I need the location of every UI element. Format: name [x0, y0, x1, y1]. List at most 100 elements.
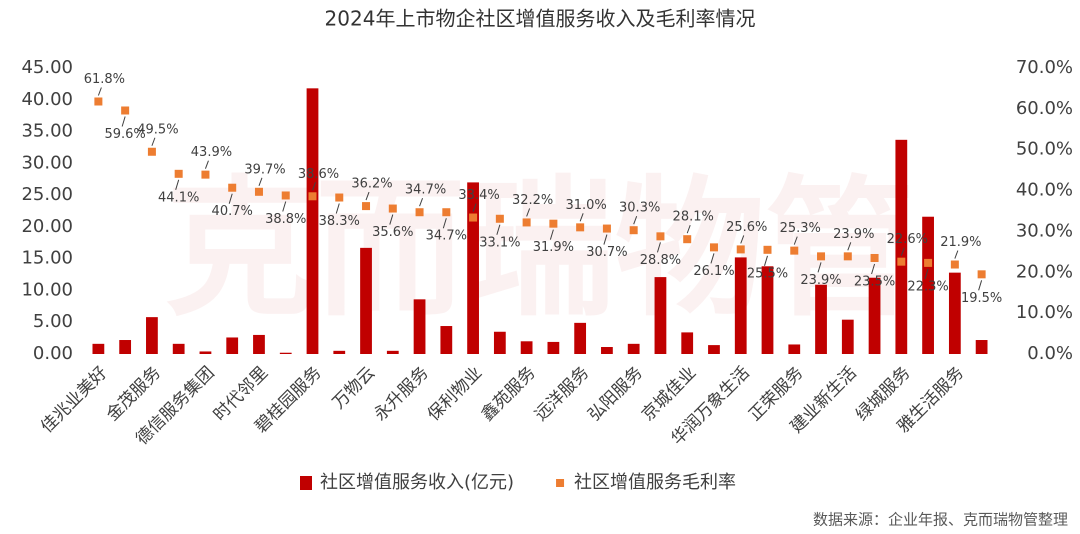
- leader-line: [900, 247, 905, 256]
- leader-line: [365, 191, 370, 201]
- value-label: 43.9%: [191, 145, 232, 160]
- value-label: 22.3%: [907, 279, 948, 294]
- value-label: 28.8%: [640, 253, 681, 268]
- y2-tick-label: 60.0%: [1016, 98, 1073, 119]
- value-label: 21.9%: [940, 235, 981, 250]
- y2-tick-label: 10.0%: [1016, 302, 1073, 323]
- legend-label: 社区增值服务收入(亿元): [320, 472, 514, 493]
- leader-line: [579, 213, 584, 222]
- bar: [467, 182, 479, 354]
- point: [201, 170, 210, 179]
- leader-line: [710, 253, 715, 264]
- bar: [601, 347, 613, 354]
- y2-tick-label: 0.0%: [1027, 343, 1073, 364]
- leader-line: [764, 255, 768, 266]
- point: [924, 258, 933, 267]
- leader-line: [472, 203, 477, 212]
- value-label: 44.1%: [158, 190, 199, 205]
- value-label: 31.9%: [533, 240, 574, 255]
- leader-line: [871, 263, 876, 275]
- value-label: 61.8%: [84, 72, 125, 87]
- value-label: 26.1%: [693, 264, 734, 279]
- leader-line: [335, 203, 340, 214]
- leader-line: [978, 280, 983, 291]
- point: [817, 252, 826, 261]
- leader-line: [496, 224, 501, 235]
- leader-line: [740, 235, 745, 244]
- value-label: 40.7%: [212, 204, 253, 219]
- bar: [92, 343, 105, 354]
- leader-line: [419, 198, 424, 207]
- point: [870, 253, 879, 262]
- y-tick-label: 45.00: [21, 57, 73, 78]
- legend-swatch: [300, 476, 312, 490]
- leader-line: [633, 216, 638, 225]
- value-label: 39.7%: [244, 162, 285, 177]
- value-label: 25.6%: [726, 220, 767, 235]
- bar: [922, 216, 934, 354]
- bar: [975, 340, 988, 354]
- bar: [627, 343, 640, 354]
- bar: [493, 331, 506, 354]
- x-tick-label: 保利物业: [424, 363, 486, 425]
- point: [522, 218, 531, 227]
- bar: [574, 322, 587, 354]
- bar: [172, 343, 185, 354]
- point: [683, 235, 692, 244]
- value-label: 49.5%: [137, 122, 178, 137]
- point: [308, 192, 317, 201]
- point: [950, 260, 959, 269]
- leader-line: [954, 250, 959, 259]
- y-tick-label: 0.00: [33, 343, 73, 364]
- point: [709, 243, 718, 252]
- bar: [440, 326, 453, 354]
- point: [656, 232, 665, 241]
- bar: [520, 341, 533, 354]
- bar: [360, 247, 372, 354]
- point: [469, 213, 478, 222]
- point: [388, 204, 397, 213]
- value-label: 59.6%: [104, 127, 145, 142]
- legend-swatch: [556, 479, 565, 487]
- y2-tick-label: 30.0%: [1016, 220, 1073, 241]
- value-label: 36.2%: [351, 177, 392, 192]
- point: [897, 257, 906, 266]
- leader-line: [228, 193, 233, 204]
- bar: [868, 277, 881, 354]
- y-tick-label: 40.00: [21, 89, 73, 110]
- y2-tick-label: 70.0%: [1016, 57, 1073, 78]
- bar: [547, 341, 560, 354]
- leader-line: [924, 268, 929, 280]
- value-label: 23.5%: [854, 274, 895, 289]
- bar: [761, 266, 774, 354]
- bar: [119, 340, 132, 354]
- bar: [734, 257, 747, 354]
- point: [228, 183, 237, 192]
- value-label: 34.7%: [426, 229, 467, 244]
- bar: [815, 284, 827, 354]
- leader-line: [389, 214, 394, 225]
- y2-tick-label: 20.0%: [1016, 261, 1073, 282]
- watermark: 克而瑞物管: [165, 163, 915, 337]
- legend-label: 社区增值服务毛利率: [574, 472, 736, 493]
- point: [736, 245, 745, 254]
- leader-line: [97, 87, 102, 96]
- point: [335, 193, 344, 202]
- point: [495, 214, 504, 223]
- leader-line: [549, 229, 554, 240]
- bar: [413, 299, 426, 354]
- y-tick-label: 15.00: [21, 248, 73, 269]
- y-tick-label: 20.00: [21, 216, 73, 237]
- y-tick-label: 25.00: [21, 184, 73, 205]
- point: [843, 252, 852, 261]
- chart-title: 2024年上市物企社区增值服务收入及毛利率情况: [325, 7, 756, 31]
- value-label: 32.2%: [512, 193, 553, 208]
- point: [415, 208, 424, 217]
- bar: [654, 277, 667, 354]
- bar: [788, 344, 801, 354]
- value-label: 38.3%: [319, 214, 360, 229]
- point: [576, 223, 585, 232]
- bar: [199, 351, 212, 354]
- leader-line: [793, 236, 798, 245]
- point: [254, 187, 263, 196]
